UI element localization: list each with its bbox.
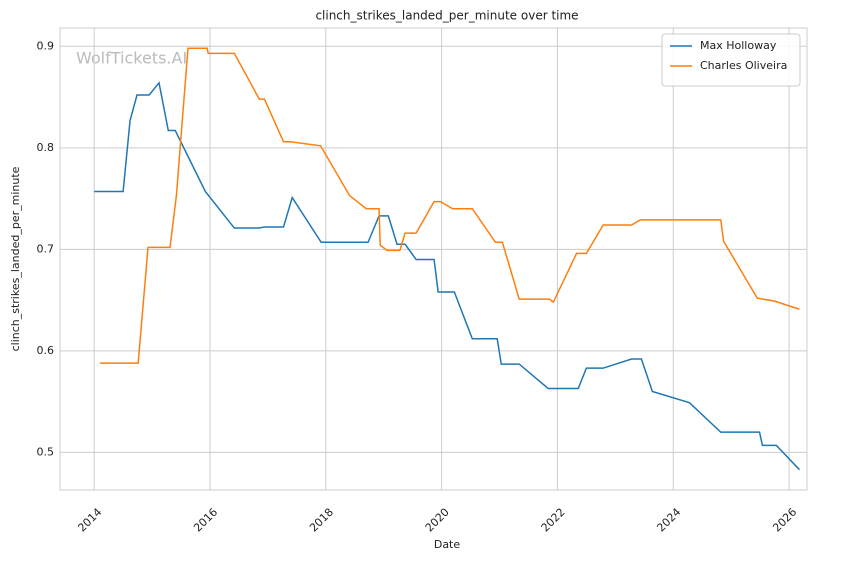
legend-box <box>661 33 801 87</box>
x-tick-label: 2018 <box>307 506 336 535</box>
chart-title: clinch_strikes_landed_per_minute over ti… <box>315 9 578 23</box>
y-tick-label: 0.5 <box>37 445 55 458</box>
plot-frame <box>59 27 808 491</box>
watermark: WolfTickets.AI <box>76 49 187 68</box>
x-tick-label: 2022 <box>539 506 568 535</box>
x-axis-label: Date <box>434 538 461 551</box>
x-tick-label: 2016 <box>191 506 220 535</box>
x-tick-label: 2020 <box>423 506 452 535</box>
x-tick-label: 2026 <box>770 506 799 535</box>
legend-label: Max Holloway <box>700 39 777 52</box>
y-tick-label: 0.7 <box>37 242 55 255</box>
legend-label: Charles Oliveira <box>700 59 787 72</box>
y-tick-label: 0.6 <box>37 344 55 357</box>
series-line <box>94 81 801 471</box>
y-axis-label: clinch_strikes_landed_per_minute <box>9 166 22 351</box>
x-tick-label: 2024 <box>654 506 683 535</box>
y-tick-label: 0.8 <box>37 141 55 154</box>
y-tick-label: 0.9 <box>37 39 55 52</box>
series-line <box>99 47 800 364</box>
x-tick-label: 2014 <box>75 506 104 535</box>
